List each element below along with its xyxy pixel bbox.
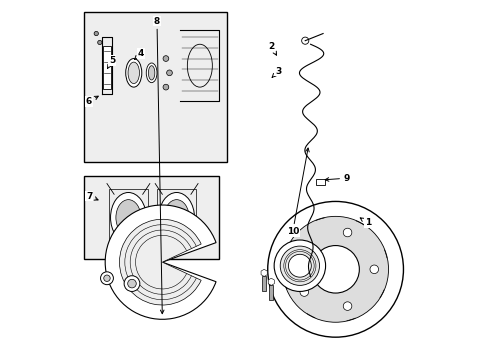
Text: 8: 8: [154, 17, 163, 314]
Bar: [315, 179, 324, 185]
Text: 6: 6: [86, 96, 98, 106]
Text: 2: 2: [267, 41, 276, 55]
Text: 5: 5: [107, 56, 115, 68]
Circle shape: [300, 242, 308, 251]
Circle shape: [127, 279, 136, 288]
Circle shape: [124, 276, 140, 292]
Text: 9: 9: [325, 174, 349, 183]
Bar: [268, 285, 273, 300]
Circle shape: [282, 216, 388, 322]
Circle shape: [166, 70, 172, 76]
Ellipse shape: [110, 193, 146, 243]
Text: 3: 3: [272, 67, 281, 77]
Ellipse shape: [128, 62, 139, 84]
Circle shape: [288, 254, 311, 277]
Ellipse shape: [148, 66, 155, 80]
Circle shape: [301, 37, 308, 44]
Circle shape: [163, 84, 168, 90]
Bar: [108, 189, 148, 246]
Circle shape: [369, 265, 378, 274]
Text: 4: 4: [134, 49, 144, 59]
Circle shape: [101, 272, 113, 285]
Circle shape: [343, 302, 351, 310]
Bar: [262, 276, 266, 292]
Bar: [83, 176, 219, 258]
Ellipse shape: [164, 200, 189, 235]
Bar: [83, 12, 226, 162]
Circle shape: [280, 246, 319, 285]
Circle shape: [311, 246, 359, 293]
Text: 1: 1: [360, 218, 370, 228]
Text: 10: 10: [286, 148, 308, 236]
Circle shape: [267, 202, 403, 337]
Bar: [157, 189, 196, 246]
Ellipse shape: [146, 63, 157, 83]
Ellipse shape: [159, 193, 194, 243]
Circle shape: [98, 40, 102, 45]
Circle shape: [343, 228, 351, 237]
Circle shape: [300, 288, 308, 296]
Wedge shape: [105, 205, 216, 319]
Ellipse shape: [125, 59, 142, 87]
Wedge shape: [119, 219, 201, 305]
Circle shape: [274, 240, 325, 292]
Bar: [103, 46, 110, 89]
Circle shape: [163, 56, 168, 62]
Circle shape: [103, 275, 110, 282]
Circle shape: [94, 31, 98, 36]
Ellipse shape: [116, 200, 141, 235]
Text: 7: 7: [86, 192, 98, 201]
